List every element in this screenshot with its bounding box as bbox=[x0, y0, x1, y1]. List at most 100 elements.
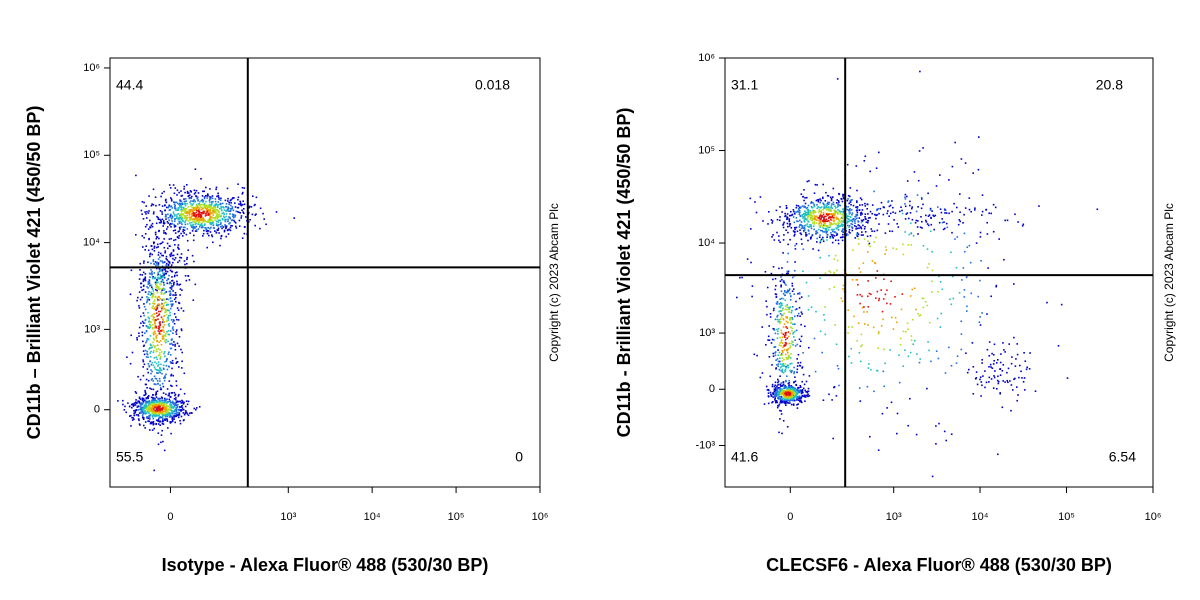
event-dot bbox=[190, 197, 192, 200]
event-dot bbox=[956, 236, 959, 238]
event-dot bbox=[802, 373, 805, 376]
event-dot bbox=[156, 286, 159, 288]
event-dot bbox=[793, 395, 795, 398]
event-dot bbox=[185, 212, 188, 214]
event-dot bbox=[799, 211, 801, 214]
event-dot bbox=[169, 361, 172, 363]
event-dot bbox=[1046, 301, 1048, 304]
event-dot bbox=[822, 208, 824, 211]
event-dot bbox=[152, 410, 154, 412]
event-dot bbox=[154, 346, 156, 349]
event-dot bbox=[842, 229, 844, 231]
event-dot bbox=[173, 275, 176, 278]
event-dot bbox=[164, 340, 166, 343]
event-dot bbox=[778, 431, 780, 434]
event-dot bbox=[141, 411, 144, 413]
event-dot bbox=[158, 408, 160, 411]
event-dot bbox=[781, 309, 784, 311]
event-dot bbox=[782, 365, 784, 367]
event-dot bbox=[185, 279, 188, 282]
event-dot bbox=[190, 217, 192, 220]
event-dot bbox=[152, 412, 154, 414]
event-dot bbox=[184, 226, 186, 229]
event-dot bbox=[174, 294, 176, 296]
event-dot bbox=[241, 193, 244, 195]
event-dot bbox=[1096, 208, 1099, 211]
event-dot bbox=[838, 225, 840, 227]
event-dot bbox=[155, 236, 158, 238]
event-dot bbox=[779, 396, 781, 399]
event-dot bbox=[827, 195, 830, 197]
event-dot bbox=[176, 329, 178, 331]
event-dot bbox=[891, 200, 893, 202]
event-dot bbox=[239, 200, 241, 203]
event-dot bbox=[170, 213, 172, 216]
event-dot bbox=[805, 380, 808, 383]
event-dot bbox=[146, 285, 148, 288]
event-dot bbox=[219, 199, 222, 201]
event-dot bbox=[859, 302, 861, 305]
event-dot bbox=[809, 215, 812, 217]
event-dot bbox=[922, 245, 925, 247]
event-dot bbox=[830, 232, 832, 234]
event-dot bbox=[803, 395, 806, 398]
y-tick-label: 10⁶ bbox=[83, 62, 100, 74]
event-dot bbox=[175, 384, 178, 387]
event-dot bbox=[168, 309, 170, 312]
event-dot bbox=[939, 281, 942, 283]
event-dot bbox=[784, 212, 786, 215]
event-dot bbox=[804, 206, 806, 208]
event-dot bbox=[864, 323, 866, 325]
event-dot bbox=[152, 417, 155, 420]
event-dot bbox=[173, 410, 176, 413]
event-dot bbox=[830, 222, 832, 224]
event-dot bbox=[806, 213, 809, 216]
event-dot bbox=[775, 285, 777, 287]
event-dot bbox=[797, 403, 799, 405]
event-dot bbox=[229, 222, 231, 224]
event-dot bbox=[785, 395, 788, 398]
event-dot bbox=[146, 298, 149, 301]
event-dot bbox=[214, 212, 216, 214]
event-dot bbox=[148, 317, 151, 320]
event-dot bbox=[837, 239, 840, 242]
event-dot bbox=[836, 206, 839, 208]
event-dot bbox=[242, 200, 244, 202]
event-dot bbox=[171, 385, 173, 387]
event-dot bbox=[981, 214, 983, 216]
event-dot bbox=[198, 212, 201, 214]
event-dot bbox=[819, 256, 821, 259]
event-dot bbox=[884, 246, 887, 248]
event-dot bbox=[781, 368, 784, 371]
event-dot bbox=[782, 346, 784, 348]
event-dot bbox=[838, 193, 841, 196]
event-dot bbox=[786, 357, 789, 359]
event-dot bbox=[781, 401, 783, 404]
event-dot bbox=[137, 409, 140, 411]
event-dot bbox=[229, 207, 232, 210]
event-dot bbox=[856, 200, 858, 202]
event-dot bbox=[194, 227, 196, 229]
event-dot bbox=[1016, 386, 1018, 388]
event-dot bbox=[841, 214, 844, 216]
event-dot bbox=[802, 216, 805, 218]
event-dot bbox=[826, 234, 829, 237]
event-dot bbox=[145, 378, 148, 381]
event-dot bbox=[842, 284, 845, 287]
event-dot bbox=[783, 312, 785, 315]
event-dot bbox=[152, 305, 154, 307]
event-dot bbox=[141, 201, 144, 203]
event-dot bbox=[187, 414, 190, 417]
event-dot bbox=[826, 202, 828, 205]
event-dot bbox=[181, 217, 184, 220]
event-dot bbox=[798, 297, 801, 300]
event-dot bbox=[739, 276, 741, 279]
event-dot bbox=[783, 387, 786, 389]
event-dot bbox=[163, 315, 165, 318]
event-dot bbox=[164, 298, 166, 301]
event-dot bbox=[180, 328, 183, 330]
event-dot bbox=[170, 282, 173, 285]
event-dot bbox=[862, 234, 864, 236]
event-dot bbox=[228, 223, 230, 225]
event-dot bbox=[209, 217, 211, 220]
